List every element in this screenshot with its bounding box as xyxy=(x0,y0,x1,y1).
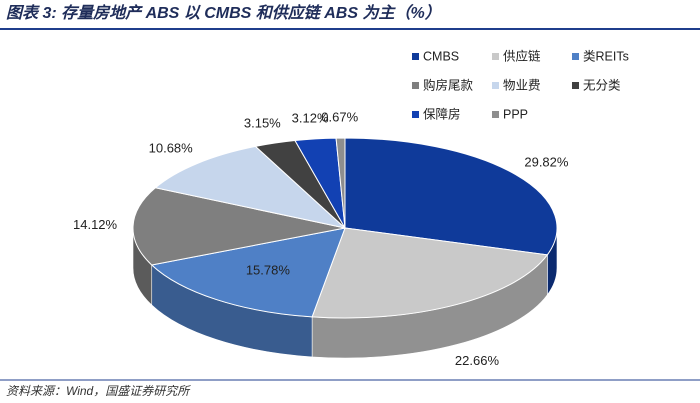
legend-swatch xyxy=(412,53,419,60)
slice xyxy=(150,227,346,318)
legend-label: PPP xyxy=(503,107,528,121)
legend-swatch xyxy=(412,82,419,89)
legend-swatch xyxy=(492,111,499,118)
value-label: 3.15% xyxy=(244,116,281,131)
legend-swatch xyxy=(572,53,579,60)
slice xyxy=(311,227,549,319)
legend-label: 无分类 xyxy=(583,78,621,92)
legend-label: 供应链 xyxy=(503,48,541,63)
value-label: 0.67% xyxy=(321,109,358,124)
value-label: 15.78% xyxy=(246,262,291,277)
value-label: 14.12% xyxy=(73,217,118,232)
slice xyxy=(132,187,346,266)
legend-label: 类REITs xyxy=(583,49,629,63)
legend-swatch xyxy=(572,82,579,89)
chart-title: 图表 3: 存量房地产 ABS 以 CMBS 和供应链 ABS 为主（%） xyxy=(6,3,441,22)
slice xyxy=(344,137,558,256)
legend-swatch xyxy=(492,53,499,60)
legend-label: 保障房 xyxy=(423,106,461,121)
legend-label: 物业费 xyxy=(503,78,541,92)
value-label: 3.12% xyxy=(292,111,329,126)
legend-swatch xyxy=(492,82,499,89)
value-label: 29.82% xyxy=(524,154,569,169)
value-label: 10.68% xyxy=(149,141,194,156)
legend-label: 购房尾款 xyxy=(423,77,474,92)
value-label: 22.66% xyxy=(455,353,500,368)
slice xyxy=(154,145,347,229)
legend-swatch xyxy=(412,111,419,118)
source: 资料来源：Wind，国盛证券研究所 xyxy=(6,384,191,398)
slice xyxy=(335,137,346,229)
legend-label: CMBS xyxy=(423,49,459,63)
